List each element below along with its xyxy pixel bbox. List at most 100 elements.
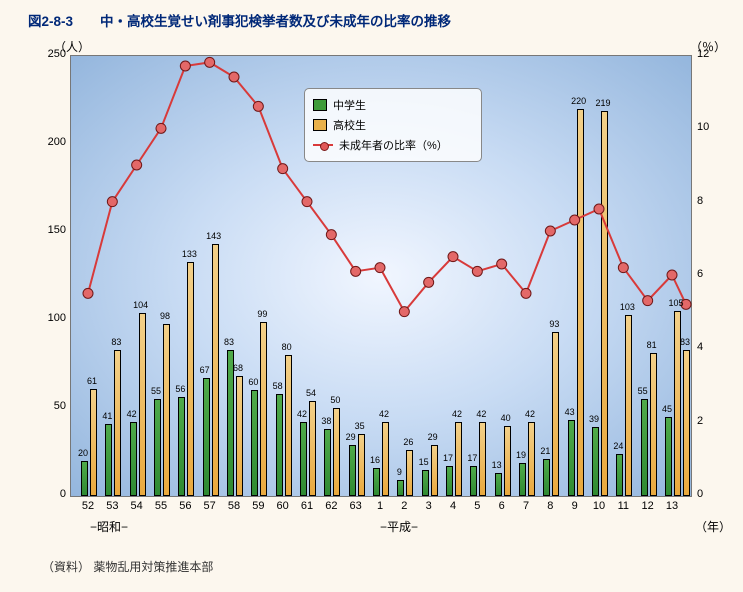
- x-tick: 10: [588, 500, 610, 512]
- era-showa: −昭和−: [90, 518, 128, 535]
- bar-value-label: 55: [147, 386, 165, 396]
- bar-high: [625, 315, 632, 496]
- bar-middle: [349, 445, 356, 496]
- left-tick: 100: [40, 312, 66, 324]
- bar-value-label: 41: [98, 411, 116, 421]
- legend-label-ratio: 未成年者の比率（%）: [339, 137, 448, 153]
- x-tick: 4: [442, 500, 464, 512]
- right-tick: 4: [697, 341, 717, 353]
- era-heisei: −平成−: [380, 518, 418, 535]
- bar-value-label: 40: [497, 413, 515, 423]
- bar-middle: [641, 399, 648, 496]
- bar-high: [431, 445, 438, 496]
- bar-middle: [616, 454, 623, 496]
- bar-value-label: 55: [634, 386, 652, 396]
- bar-middle: [178, 397, 185, 496]
- source-prefix: （資料）: [42, 560, 90, 574]
- bar-value-label: 81: [643, 340, 661, 350]
- right-tick: 0: [697, 488, 717, 500]
- bar-high: [187, 262, 194, 496]
- bar-value-label: 60: [244, 377, 262, 387]
- left-tick: 150: [40, 224, 66, 236]
- left-tick: 250: [40, 48, 66, 60]
- bar-value-label: 58: [269, 381, 287, 391]
- bar-middle: [665, 417, 672, 496]
- bar-value-label: 17: [439, 453, 457, 463]
- bar-value-label: 43: [561, 407, 579, 417]
- bar-high: [260, 322, 267, 496]
- left-tick: 50: [40, 400, 66, 412]
- bar-value-label: 21: [536, 446, 554, 456]
- bar-middle: [422, 470, 429, 496]
- bar-value-label: 219: [594, 98, 612, 108]
- bar-value-label: 99: [253, 309, 271, 319]
- x-tick: 58: [223, 500, 245, 512]
- x-tick: 1: [369, 500, 391, 512]
- bar-middle: [105, 424, 112, 496]
- bar-high: [552, 332, 559, 496]
- bar-middle: [373, 468, 380, 496]
- x-tick: 8: [539, 500, 561, 512]
- bar-value-label: 50: [326, 395, 344, 405]
- x-tick: 2: [393, 500, 415, 512]
- x-tick: 11: [612, 500, 634, 512]
- bar-middle: [300, 422, 307, 496]
- bar-value-label: 39: [585, 414, 603, 424]
- bar-high: [114, 350, 121, 496]
- bar-middle: [203, 378, 210, 496]
- right-tick: 12: [697, 48, 717, 60]
- x-tick: 61: [296, 500, 318, 512]
- legend: 中学生 高校生 未成年者の比率（%）: [304, 88, 482, 162]
- bar-middle: [397, 480, 404, 496]
- bar-high: [236, 376, 243, 496]
- bar-middle: [519, 463, 526, 496]
- bar-middle: [251, 390, 258, 496]
- bar-value-label: 61: [83, 376, 101, 386]
- x-tick: 54: [126, 500, 148, 512]
- bar-middle: [568, 420, 575, 496]
- legend-swatch-high: [313, 119, 327, 131]
- source: （資料） 薬物乱用対策推進本部: [42, 558, 213, 575]
- x-tick: 52: [77, 500, 99, 512]
- bar-value-label: 38: [317, 416, 335, 426]
- x-tick: 3: [418, 500, 440, 512]
- bar-value-label: 42: [123, 409, 141, 419]
- bar-value-label: 29: [424, 432, 442, 442]
- bar-value-label: 67: [196, 365, 214, 375]
- bar-high: [163, 324, 170, 496]
- left-tick: 200: [40, 136, 66, 148]
- bar-high: [358, 434, 365, 496]
- x-tick: 9: [564, 500, 586, 512]
- bar-value-label: 19: [512, 450, 530, 460]
- right-tick: 2: [697, 415, 717, 427]
- x-tick: 55: [150, 500, 172, 512]
- bar-value-label: 42: [472, 409, 490, 419]
- x-tick: 5: [466, 500, 488, 512]
- x-tick: 62: [320, 500, 342, 512]
- bar-value-label: 83: [676, 337, 694, 347]
- bar-middle: [495, 473, 502, 496]
- bar-middle: [592, 427, 599, 496]
- bar-value-label: 15: [415, 457, 433, 467]
- x-tick: 56: [174, 500, 196, 512]
- bar-high: [577, 109, 584, 496]
- legend-label-middle: 中学生: [333, 97, 366, 113]
- bar-value-label: 133: [180, 249, 198, 259]
- bar-value-label: 24: [609, 441, 627, 451]
- legend-label-high: 高校生: [333, 117, 366, 133]
- bar-middle: [470, 466, 477, 496]
- x-tick: 7: [515, 500, 537, 512]
- bar-value-label: 17: [463, 453, 481, 463]
- bar-value-label: 29: [342, 432, 360, 442]
- x-tick: 12: [637, 500, 659, 512]
- bar-value-label: 93: [545, 319, 563, 329]
- x-tick: 60: [272, 500, 294, 512]
- bar-value-label: 13: [488, 460, 506, 470]
- legend-swatch-middle: [313, 99, 327, 111]
- bar-middle: [543, 459, 550, 496]
- bar-high: [683, 350, 690, 496]
- source-text: 薬物乱用対策推進本部: [93, 560, 213, 574]
- bar-value-label: 56: [171, 384, 189, 394]
- x-tick: 6: [491, 500, 513, 512]
- bar-value-label: 105: [667, 298, 685, 308]
